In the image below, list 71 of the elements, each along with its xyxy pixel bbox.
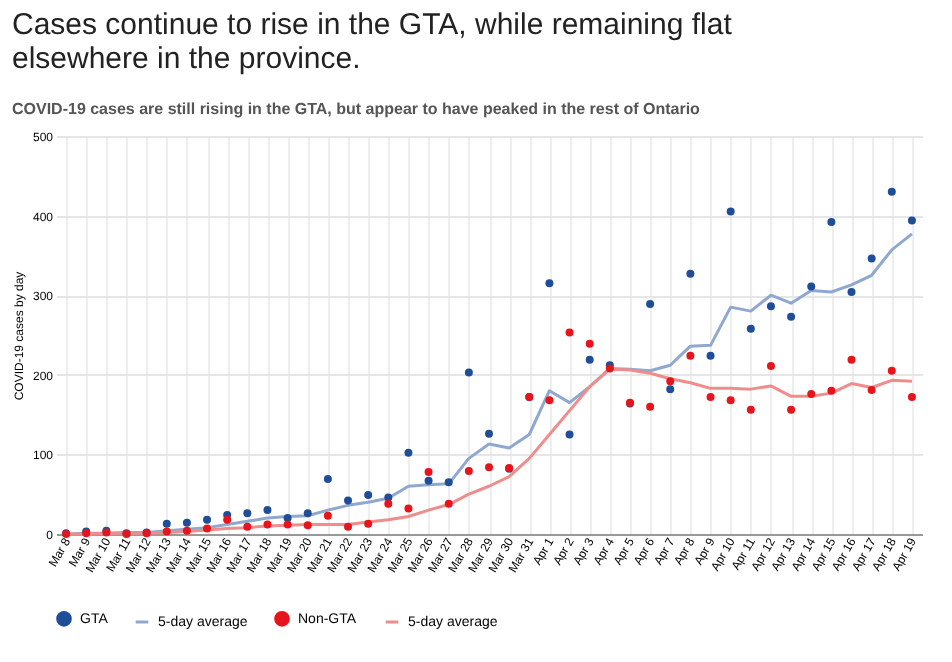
point <box>766 302 775 311</box>
point <box>384 493 393 502</box>
point <box>384 499 393 508</box>
point <box>686 351 695 360</box>
point <box>585 355 594 364</box>
point <box>404 504 413 513</box>
point <box>404 448 413 457</box>
point <box>907 393 916 402</box>
point <box>807 282 816 291</box>
point <box>203 515 212 524</box>
point <box>444 499 453 508</box>
point <box>807 389 816 398</box>
point <box>364 519 373 528</box>
point <box>847 355 856 364</box>
point <box>565 430 574 439</box>
line-series <box>64 232 914 536</box>
point <box>907 216 916 225</box>
point <box>263 520 272 529</box>
point <box>746 405 755 414</box>
point <box>464 368 473 377</box>
point <box>787 405 796 414</box>
point <box>827 386 836 395</box>
point <box>706 393 715 402</box>
point <box>726 396 735 405</box>
point <box>545 396 554 405</box>
point <box>243 522 252 531</box>
point <box>766 362 775 371</box>
point <box>847 288 856 297</box>
point <box>787 312 796 321</box>
point <box>646 402 655 411</box>
point <box>746 324 755 333</box>
point <box>223 515 232 524</box>
point <box>344 496 353 505</box>
point <box>444 478 453 487</box>
point <box>887 366 896 375</box>
point <box>283 520 292 529</box>
point <box>263 506 272 515</box>
point <box>283 514 292 523</box>
point <box>162 527 171 536</box>
point <box>726 207 735 216</box>
text: elsewhere in the province. <box>11 42 361 76</box>
text: Cases continue to rise in the GTA, while remaining flat <box>11 8 732 42</box>
chart-subtitle: COVID-19 cases are still rising in the GTA, but appear to have peaked in the rest of Ontario <box>11 100 701 118</box>
point <box>585 339 594 348</box>
point <box>243 509 252 518</box>
point <box>565 328 574 337</box>
point <box>867 254 876 263</box>
point <box>323 475 332 484</box>
point <box>424 467 433 476</box>
point <box>323 511 332 520</box>
point <box>203 524 212 533</box>
point <box>867 385 876 394</box>
point <box>303 521 312 530</box>
point <box>182 526 191 535</box>
point <box>364 491 373 499</box>
point <box>485 463 493 472</box>
point <box>162 519 171 528</box>
point <box>666 377 675 386</box>
point <box>344 522 353 531</box>
point <box>686 269 695 278</box>
point <box>303 509 312 518</box>
point <box>666 385 675 394</box>
point <box>424 476 433 485</box>
point <box>827 217 836 226</box>
point <box>646 299 655 308</box>
point <box>464 467 473 476</box>
point <box>485 429 493 438</box>
point <box>182 518 191 527</box>
point <box>706 351 715 360</box>
point <box>545 279 554 288</box>
point <box>887 187 896 196</box>
